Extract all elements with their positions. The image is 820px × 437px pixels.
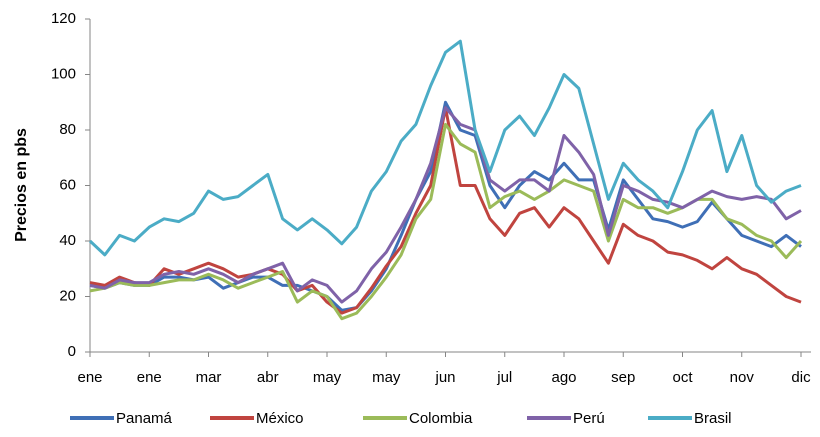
legend-label: México	[256, 410, 304, 427]
y-tick-label: 80	[59, 121, 76, 138]
x-tick-label: dic	[791, 369, 811, 386]
x-tick-label: ene	[77, 369, 102, 386]
x-tick-label: abr	[257, 369, 279, 386]
x-tick-label: sep	[611, 369, 635, 386]
series-line	[88, 39, 802, 257]
series-line	[89, 100, 802, 312]
y-tick-label: 20	[59, 287, 76, 304]
legend-label: Perú	[573, 410, 605, 427]
x-tick-label: mar	[196, 369, 222, 386]
x-tick-label: oct	[672, 369, 693, 386]
y-tick-label: 40	[59, 232, 76, 249]
y-axis-label: Precios en pbs	[13, 128, 30, 242]
legend-label: Brasil	[694, 410, 732, 427]
x-tick-label: nov	[730, 369, 755, 386]
series-line	[89, 106, 802, 304]
x-tick-label: jun	[434, 369, 455, 386]
x-tick-label: ago	[551, 369, 576, 386]
legend-label: Panamá	[116, 410, 173, 427]
y-tick-label: 0	[68, 343, 76, 360]
x-tick-label: ene	[137, 369, 162, 386]
x-tick-label: jul	[496, 369, 512, 386]
legend-label: Colombia	[409, 410, 473, 427]
x-tick-label: may	[313, 369, 342, 386]
y-tick-label: 60	[59, 176, 76, 193]
x-tick-label: may	[372, 369, 401, 386]
y-tick-label: 120	[51, 10, 76, 27]
y-tick-label: 100	[51, 65, 76, 82]
